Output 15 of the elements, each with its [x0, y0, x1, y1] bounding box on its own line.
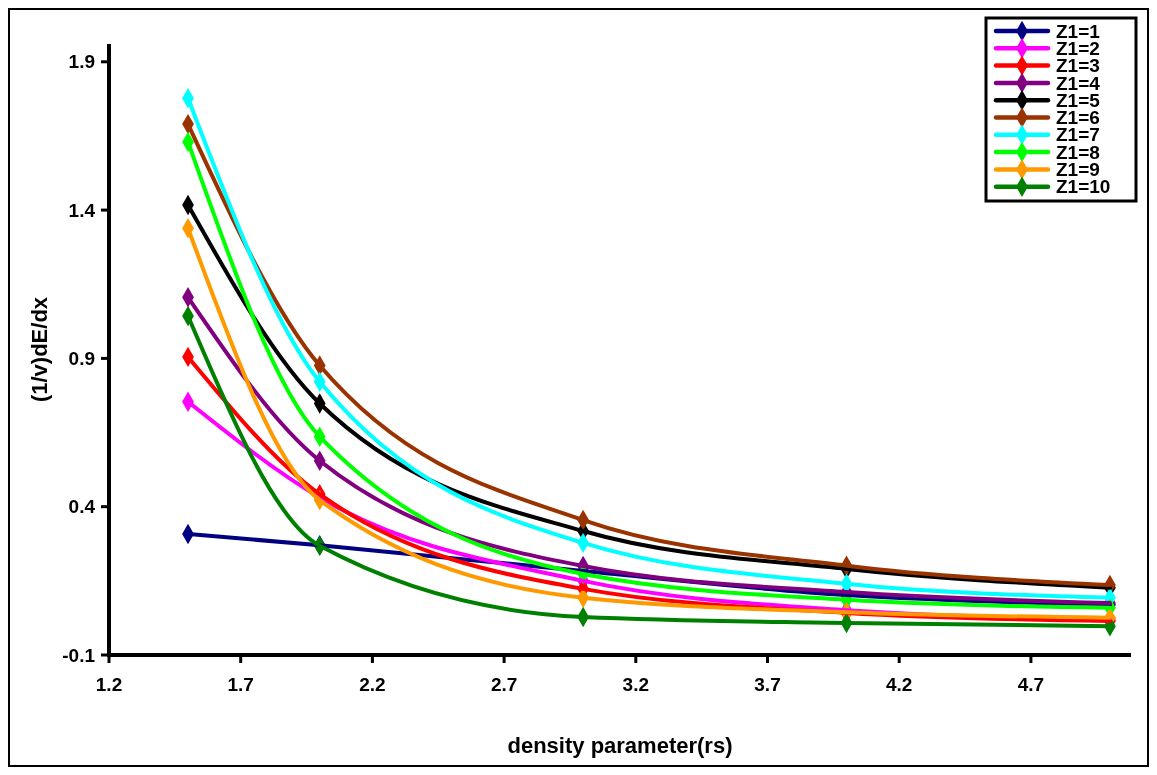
- y-tick-label: 1.9: [68, 51, 95, 73]
- x-tick-label: 1.7: [227, 674, 254, 695]
- x-tick-label: 3.2: [622, 674, 650, 695]
- y-tick-label: 1.4: [68, 199, 96, 221]
- x-tick-label: 1.2: [95, 674, 123, 695]
- y-tick-label: 0.9: [68, 348, 95, 370]
- x-tick-label: 2.7: [490, 674, 518, 695]
- x-tick-label: 4.7: [1017, 674, 1045, 695]
- x-tick-label: 3.7: [754, 674, 781, 695]
- x-tick-label: 2.2: [359, 674, 386, 695]
- y-axis-title: (1/v)dE/dx: [27, 296, 52, 403]
- x-tick-label: 4.2: [886, 674, 913, 695]
- y-tick-label: 0.4: [68, 496, 96, 518]
- x-axis-title: density parameter(rs): [507, 733, 733, 758]
- y-tick-label: -0.1: [62, 644, 96, 666]
